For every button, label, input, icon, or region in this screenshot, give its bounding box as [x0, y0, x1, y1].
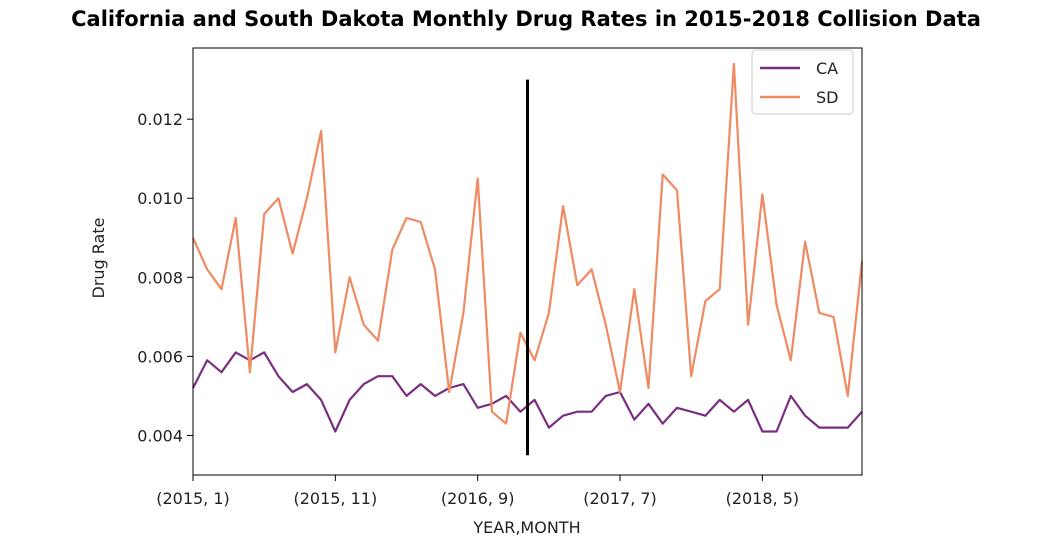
- x-tick-label: (2016, 9): [441, 489, 515, 508]
- axes-frame: [192, 47, 863, 476]
- x-tick-label: (2015, 11): [293, 489, 377, 508]
- x-tick-label: (2017, 7): [583, 489, 657, 508]
- y-axis-ticks: 0.004 0.006 0.008 0.010 0.012: [137, 110, 193, 445]
- y-tick-label: 0.004: [137, 426, 183, 445]
- legend-label-ca: CA: [816, 59, 838, 78]
- y-tick-label: 0.010: [137, 189, 183, 208]
- chart-title: California and South Dakota Monthly Drug…: [71, 7, 981, 31]
- x-axis-ticks: (2015, 1) (2015, 11) (2016, 9) (2017, 7) (20…: [156, 475, 799, 508]
- y-tick-label: 0.012: [137, 110, 183, 129]
- x-tick-label: (2015, 1): [156, 489, 230, 508]
- x-axis-label: YEAR,MONTH: [472, 518, 580, 537]
- plot-area: (2015, 1) (2015, 11) (2016, 9) (2017, 7) (20…: [137, 47, 864, 508]
- x-tick-label: (2018, 5): [726, 489, 800, 508]
- y-axis-label: Drug Rate: [89, 218, 108, 299]
- legend-label-sd: SD: [816, 88, 838, 107]
- y-tick-label: 0.006: [137, 347, 183, 366]
- y-tick-label: 0.008: [137, 268, 183, 287]
- legend: CA SD: [751, 49, 854, 115]
